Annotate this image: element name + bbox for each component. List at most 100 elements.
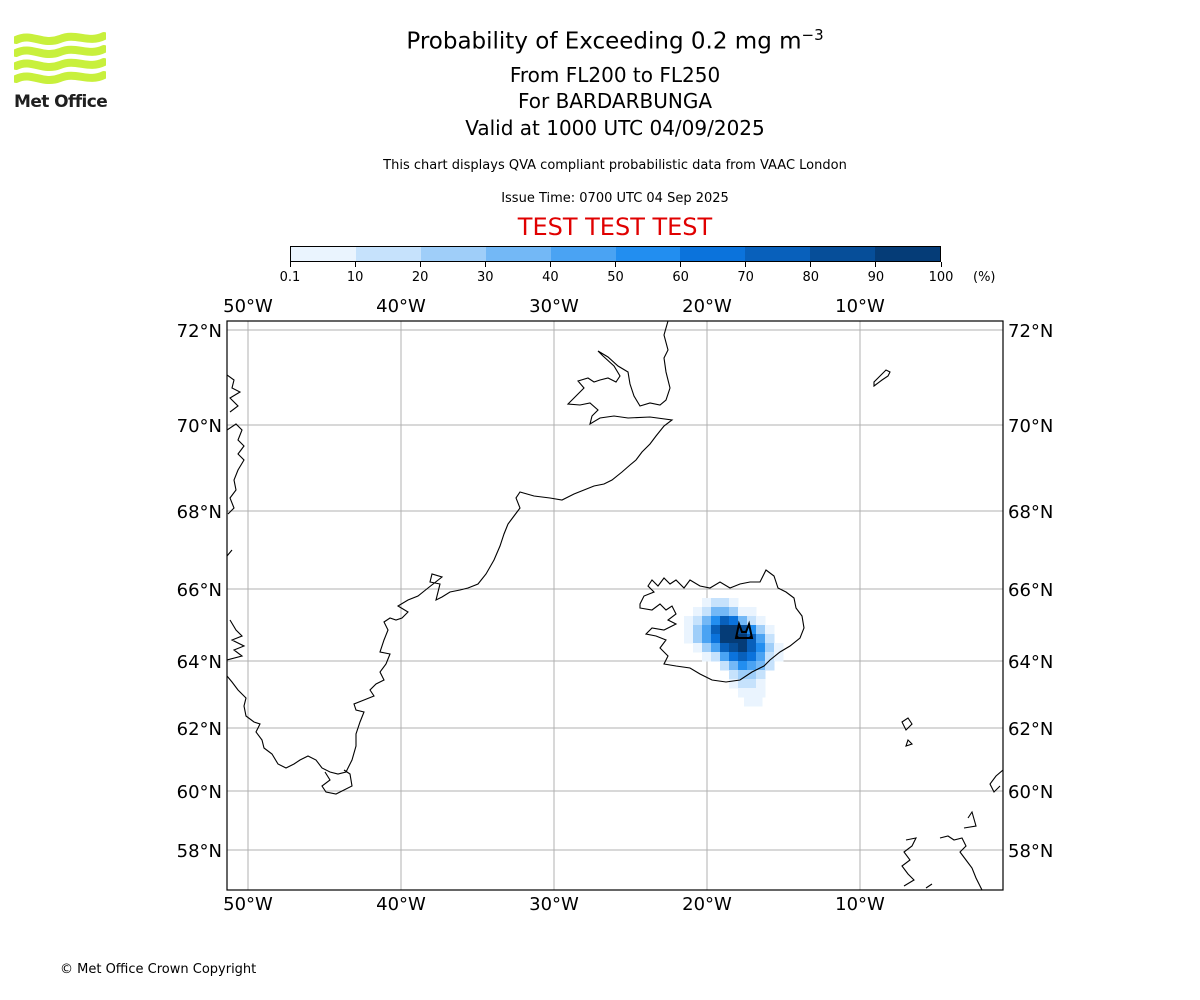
plume-cell — [747, 607, 757, 617]
colorbar — [290, 246, 941, 262]
lon-label-top: 10°W — [835, 296, 885, 317]
colorbar-unit: (%) — [973, 270, 996, 285]
plume-cell — [702, 652, 712, 662]
lat-label-left: 60°N — [177, 782, 222, 803]
colorbar-segment — [291, 247, 356, 261]
plume-cell — [693, 616, 703, 626]
met-office-waves-icon — [12, 32, 108, 84]
plume-cell — [738, 652, 748, 662]
plume-cell — [765, 643, 775, 653]
plume-cell — [729, 625, 739, 635]
colorbar-tick — [419, 262, 421, 267]
plume-cell — [738, 679, 748, 689]
lat-label-right: 64°N — [1008, 652, 1053, 673]
plume-cell — [747, 688, 757, 698]
plume-cell — [747, 652, 757, 662]
plume-cell — [702, 643, 712, 653]
plume-cell — [747, 625, 757, 635]
coastline-jan-mayen — [873, 369, 891, 388]
copyright-footer: © Met Office Crown Copyright — [60, 962, 257, 977]
plume-cell — [756, 616, 766, 626]
plume-cell — [753, 697, 763, 707]
plume-cell — [756, 679, 766, 689]
coastline-scotland — [901, 769, 1003, 890]
lat-label-left: 68°N — [177, 502, 222, 523]
plume-cell — [702, 625, 712, 635]
plume-cell — [711, 634, 721, 644]
chart-description: This chart displays QVA compliant probab… — [383, 158, 847, 173]
colorbar-segment — [810, 247, 876, 261]
plume-cell — [747, 661, 757, 671]
ash-probability-plume — [684, 598, 784, 707]
lat-label-right: 62°N — [1008, 719, 1053, 740]
plume-cell — [765, 652, 775, 662]
lon-label-bottom: 30°W — [529, 894, 579, 915]
map-frame — [226, 320, 1004, 891]
plume-cell — [738, 607, 748, 617]
plume-cell — [774, 643, 784, 653]
colorbar-segment — [745, 247, 811, 261]
colorbar-tick-label: 100 — [928, 270, 954, 285]
lon-label-top: 50°W — [223, 296, 273, 317]
lat-label-right: 68°N — [1008, 502, 1053, 523]
plume-cell — [729, 679, 739, 689]
lat-label-left: 62°N — [177, 719, 222, 740]
plume-cell — [756, 688, 766, 698]
logo-wave — [12, 58, 108, 71]
lat-label-right: 70°N — [1008, 416, 1053, 437]
lat-label-left: 64°N — [177, 652, 222, 673]
plume-cell — [693, 607, 703, 617]
plume-cell — [720, 616, 730, 626]
plume-cell — [738, 670, 748, 680]
coastline-greenland-west — [227, 374, 246, 661]
colorbar-tick — [549, 262, 551, 267]
plume-cell — [720, 625, 730, 635]
colorbar-segment — [615, 247, 681, 261]
colorbar-tick — [745, 262, 747, 267]
lat-label-left: 58°N — [177, 841, 222, 862]
plume-cell — [738, 616, 748, 626]
colorbar-segment — [550, 247, 616, 261]
lat-label-right: 58°N — [1008, 841, 1053, 862]
plume-cell — [774, 652, 784, 662]
lat-label-left: 70°N — [177, 416, 222, 437]
plume-cell — [720, 634, 730, 644]
title-volcano: For BARDARBUNGA — [517, 89, 713, 113]
plume-cell — [693, 625, 703, 635]
colorbar-segment — [420, 247, 486, 261]
plume-cell — [684, 616, 694, 626]
plume-cell — [765, 625, 775, 635]
plume-cell — [720, 607, 730, 617]
plume-cell — [738, 625, 748, 635]
colorbar-segment — [875, 247, 941, 261]
plume-cell — [738, 688, 748, 698]
plume-cell — [729, 661, 739, 671]
colorbar-tick — [354, 262, 356, 267]
plume-cell — [765, 634, 775, 644]
plume-cell — [729, 598, 739, 608]
colorbar-segment — [485, 247, 551, 261]
plume-cell — [729, 643, 739, 653]
plume-cell — [756, 661, 766, 671]
logo-wave — [12, 45, 108, 58]
plume-cell — [747, 679, 757, 689]
chart-title: Probability of Exceeding 0.2 mg m−3 — [300, 26, 930, 55]
colorbar-tick — [680, 262, 682, 267]
plume-cell — [711, 598, 721, 608]
plume-cell — [729, 670, 739, 680]
lat-label-left: 66°N — [177, 580, 222, 601]
colorbar-tick-label: 40 — [542, 270, 559, 285]
colorbar-tick-label: 80 — [802, 270, 820, 285]
plume-cell — [720, 661, 730, 671]
colorbar-tick — [289, 262, 291, 267]
coastline-greenland — [227, 321, 674, 775]
coastline-faroe — [901, 717, 914, 747]
plume-cell — [702, 598, 712, 608]
colorbar-tick — [615, 262, 616, 267]
title-superscript: −3 — [801, 26, 824, 44]
plume-cell — [747, 670, 757, 680]
plume-cell — [711, 625, 721, 635]
colorbar-tick-label: 90 — [867, 270, 885, 285]
logo-wave — [12, 71, 108, 84]
